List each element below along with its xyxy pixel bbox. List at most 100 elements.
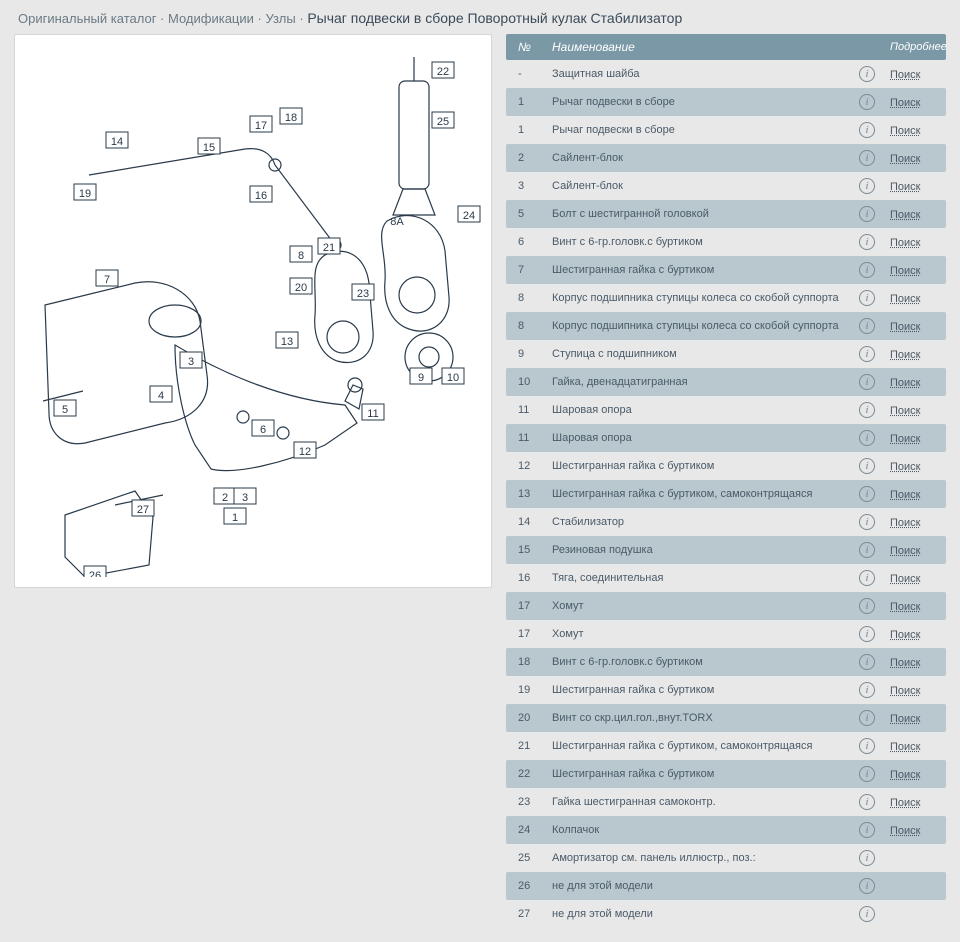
info-icon[interactable]: i <box>859 598 875 614</box>
search-link[interactable]: Поиск <box>890 209 920 221</box>
search-link[interactable]: Поиск <box>890 601 920 613</box>
callout[interactable]: 8A <box>390 216 404 228</box>
breadcrumb-link[interactable]: Оригинальный каталог <box>18 11 156 26</box>
info-icon[interactable]: i <box>859 290 875 306</box>
cell-name: Амортизатор см. панель иллюстр., поз.: <box>544 852 844 864</box>
callout[interactable]: 27 <box>132 500 154 516</box>
callout[interactable]: 13 <box>276 332 298 348</box>
info-icon[interactable]: i <box>859 822 875 838</box>
search-link[interactable]: Поиск <box>890 321 920 333</box>
info-icon[interactable]: i <box>859 710 875 726</box>
callout[interactable]: 21 <box>318 238 340 254</box>
cell-num: 3 <box>506 180 544 192</box>
callout[interactable]: 12 <box>294 442 316 458</box>
cell-num: 8 <box>506 320 544 332</box>
info-icon[interactable]: i <box>859 402 875 418</box>
search-link[interactable]: Поиск <box>890 237 920 249</box>
info-icon[interactable]: i <box>859 66 875 82</box>
search-link[interactable]: Поиск <box>890 685 920 697</box>
info-icon[interactable]: i <box>859 234 875 250</box>
callout[interactable]: 26 <box>84 566 106 577</box>
search-link[interactable]: Поиск <box>890 405 920 417</box>
search-link[interactable]: Поиск <box>890 713 920 725</box>
search-link[interactable]: Поиск <box>890 657 920 669</box>
callout[interactable]: 17 <box>250 116 272 132</box>
svg-text:3: 3 <box>242 492 248 504</box>
svg-text:19: 19 <box>79 188 91 200</box>
callout[interactable]: 2 <box>214 488 236 504</box>
info-icon[interactable]: i <box>859 626 875 642</box>
info-icon[interactable]: i <box>859 94 875 110</box>
info-icon[interactable]: i <box>859 458 875 474</box>
callout[interactable]: 15 <box>198 138 220 154</box>
cell-num: 13 <box>506 488 544 500</box>
search-link[interactable]: Поиск <box>890 265 920 277</box>
search-link[interactable]: Поиск <box>890 517 920 529</box>
callout[interactable]: 9 <box>410 368 432 384</box>
callout[interactable]: 6 <box>252 420 274 436</box>
table-row: 27не для этой моделиi <box>506 900 946 928</box>
callout[interactable]: 3 <box>180 352 202 368</box>
search-link[interactable]: Поиск <box>890 489 920 501</box>
callout[interactable]: 11 <box>362 404 384 420</box>
callout[interactable]: 16 <box>250 186 272 202</box>
info-icon[interactable]: i <box>859 150 875 166</box>
search-link[interactable]: Поиск <box>890 181 920 193</box>
search-link[interactable]: Поиск <box>890 377 920 389</box>
info-icon[interactable]: i <box>859 542 875 558</box>
callout[interactable]: 24 <box>458 206 480 222</box>
callout[interactable]: 25 <box>432 112 454 128</box>
info-icon[interactable]: i <box>859 794 875 810</box>
callout[interactable]: 18 <box>280 108 302 124</box>
svg-text:8: 8 <box>298 250 304 262</box>
info-icon[interactable]: i <box>859 570 875 586</box>
callout[interactable]: 5 <box>54 400 76 416</box>
callout[interactable]: 10 <box>442 368 464 384</box>
callout[interactable]: 19 <box>74 184 96 200</box>
info-icon[interactable]: i <box>859 850 875 866</box>
callout[interactable]: 4 <box>150 386 172 402</box>
callout[interactable]: 8 <box>290 246 312 262</box>
search-link[interactable]: Поиск <box>890 125 920 137</box>
info-icon[interactable]: i <box>859 486 875 502</box>
callout[interactable]: 7 <box>96 270 118 286</box>
callout[interactable]: 14 <box>106 132 128 148</box>
breadcrumb-link[interactable]: Модификации <box>168 11 254 26</box>
info-icon[interactable]: i <box>859 262 875 278</box>
callout[interactable]: 22 <box>432 62 454 78</box>
info-icon[interactable]: i <box>859 346 875 362</box>
callout[interactable]: 23 <box>352 284 374 300</box>
search-link[interactable]: Поиск <box>890 769 920 781</box>
breadcrumb-link[interactable]: Узлы <box>265 11 295 26</box>
info-icon[interactable]: i <box>859 682 875 698</box>
search-link[interactable]: Поиск <box>890 349 920 361</box>
search-link[interactable]: Поиск <box>890 461 920 473</box>
search-link[interactable]: Поиск <box>890 97 920 109</box>
info-icon[interactable]: i <box>859 514 875 530</box>
callout[interactable]: 1 <box>224 508 246 524</box>
cell-name: Шестигранная гайка с буртиком, самоконтр… <box>544 740 844 752</box>
info-icon[interactable]: i <box>859 318 875 334</box>
search-link[interactable]: Поиск <box>890 433 920 445</box>
search-link[interactable]: Поиск <box>890 629 920 641</box>
search-link[interactable]: Поиск <box>890 825 920 837</box>
info-icon[interactable]: i <box>859 738 875 754</box>
search-link[interactable]: Поиск <box>890 69 920 81</box>
info-icon[interactable]: i <box>859 430 875 446</box>
info-icon[interactable]: i <box>859 178 875 194</box>
search-link[interactable]: Поиск <box>890 797 920 809</box>
search-link[interactable]: Поиск <box>890 545 920 557</box>
callout[interactable]: 20 <box>290 278 312 294</box>
info-icon[interactable]: i <box>859 766 875 782</box>
search-link[interactable]: Поиск <box>890 293 920 305</box>
search-link[interactable]: Поиск <box>890 153 920 165</box>
search-link[interactable]: Поиск <box>890 573 920 585</box>
info-icon[interactable]: i <box>859 878 875 894</box>
info-icon[interactable]: i <box>859 122 875 138</box>
info-icon[interactable]: i <box>859 374 875 390</box>
info-icon[interactable]: i <box>859 206 875 222</box>
search-link[interactable]: Поиск <box>890 741 920 753</box>
callout[interactable]: 3 <box>234 488 256 504</box>
info-icon[interactable]: i <box>859 654 875 670</box>
cell-name: Рычаг подвески в сборе <box>544 96 844 108</box>
